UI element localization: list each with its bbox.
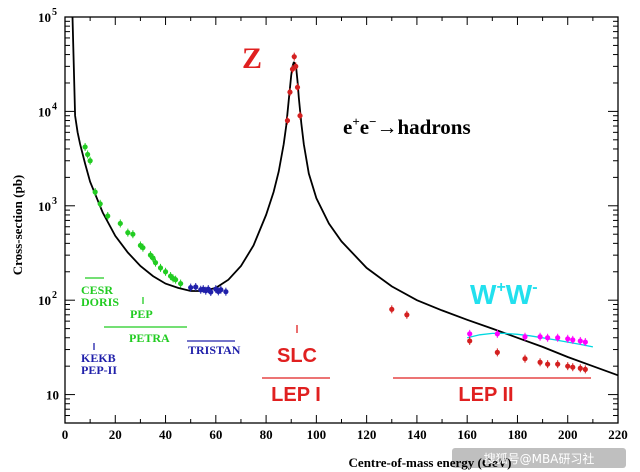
data-point <box>522 334 528 340</box>
x-tick-label: 200 <box>558 427 578 442</box>
pep-label: PEP <box>130 307 153 321</box>
data-point <box>577 365 583 371</box>
data-point <box>537 334 543 340</box>
pep2-label: PEP-II <box>81 363 117 377</box>
x-tick-label: 180 <box>508 427 528 442</box>
data-point <box>294 84 301 90</box>
y-tick-exponent: 4 <box>52 101 57 112</box>
x-tick-label: 120 <box>357 427 377 442</box>
data-point <box>555 335 561 341</box>
data-point <box>582 366 588 372</box>
y-tick-label: 10 <box>38 199 51 214</box>
data-point <box>150 255 156 261</box>
data-point <box>565 363 571 369</box>
x-tick-label: 40 <box>159 427 172 442</box>
cesr-label: CESR <box>81 283 113 297</box>
x-tick-label: 80 <box>260 427 273 442</box>
data-point <box>82 144 88 150</box>
series-line <box>467 332 594 348</box>
y-tick-exponent: 2 <box>52 290 57 301</box>
data-point <box>287 89 293 95</box>
series-line <box>71 16 619 377</box>
ww-label: W+W- <box>470 279 538 310</box>
data-point <box>87 158 93 164</box>
data-point <box>92 189 98 195</box>
lep1-label: LEP I <box>271 384 321 406</box>
data-point <box>537 359 543 365</box>
data-point <box>223 289 229 295</box>
data-point <box>494 331 500 337</box>
slc-label: SLC <box>277 345 317 367</box>
z-label: Z <box>242 42 262 75</box>
data-point <box>545 361 551 367</box>
y-axis-title: Cross-section (pb) <box>10 175 25 276</box>
data-point <box>152 260 159 266</box>
series-layer <box>71 16 619 377</box>
x-tick-label: 140 <box>407 427 427 442</box>
watermark: 搜狐号@MBA研习社 <box>452 448 626 468</box>
data-point <box>389 306 395 312</box>
data-point <box>467 338 473 344</box>
data-point <box>162 269 169 275</box>
y-tick-label: 10 <box>38 10 51 25</box>
x-axis: 0 20 40 60 80 100 120 140 160 180 200 220 <box>62 17 628 442</box>
data-point <box>293 63 299 69</box>
data-point <box>297 113 303 119</box>
data-point <box>173 277 179 283</box>
x-tick-label: 60 <box>209 427 222 442</box>
tristan-label: TRISTAN <box>188 343 241 357</box>
data-point <box>157 265 164 271</box>
x-axis-title: Centre-of-mass energy (GeV) <box>349 455 512 470</box>
data-point <box>193 284 199 290</box>
data-point <box>130 231 136 237</box>
data-point <box>208 289 214 295</box>
lep2-label: LEP II <box>458 384 513 406</box>
petra-label: PETRA <box>129 331 170 345</box>
data-point <box>582 339 588 345</box>
plot-frame <box>64 16 619 424</box>
y-tick-exponent: 3 <box>52 196 57 207</box>
process-label: e+e−→hadrons <box>343 114 471 139</box>
svg-text:搜狐号@MBA研习社: 搜狐号@MBA研习社 <box>484 451 595 466</box>
data-point <box>178 280 184 287</box>
x-tick-label: 100 <box>307 427 327 442</box>
y-tick-label: 10 <box>46 388 59 403</box>
y-tick-label: 10 <box>38 104 51 119</box>
data-point <box>291 54 297 60</box>
data-point <box>565 336 571 342</box>
doris-label: DORIS <box>81 295 119 309</box>
data-point <box>522 356 528 362</box>
data-point <box>577 338 583 344</box>
accelerator-ranges <box>85 277 591 379</box>
x-tick-label: 0 <box>62 427 69 442</box>
x-tick-label: 20 <box>109 427 122 442</box>
data-point <box>284 117 291 124</box>
data-point <box>85 151 91 158</box>
data-point <box>570 364 576 370</box>
data-point <box>467 331 473 337</box>
data-point <box>404 312 410 318</box>
x-tick-label: 160 <box>457 427 477 442</box>
kekb-label: KEKB <box>81 351 116 365</box>
y-tick-exponent: 5 <box>52 7 57 18</box>
data-point <box>105 213 111 219</box>
data-point <box>555 361 561 367</box>
data-point <box>188 284 194 291</box>
x-tick-label: 220 <box>608 427 628 442</box>
data-point <box>545 335 551 341</box>
data-point <box>97 201 103 207</box>
data-point <box>140 245 146 251</box>
data-point <box>218 287 224 293</box>
data-point <box>125 230 131 236</box>
data-point <box>570 337 576 343</box>
y-tick-label: 10 <box>38 293 51 308</box>
data-point <box>494 349 500 355</box>
data-point <box>117 220 123 227</box>
